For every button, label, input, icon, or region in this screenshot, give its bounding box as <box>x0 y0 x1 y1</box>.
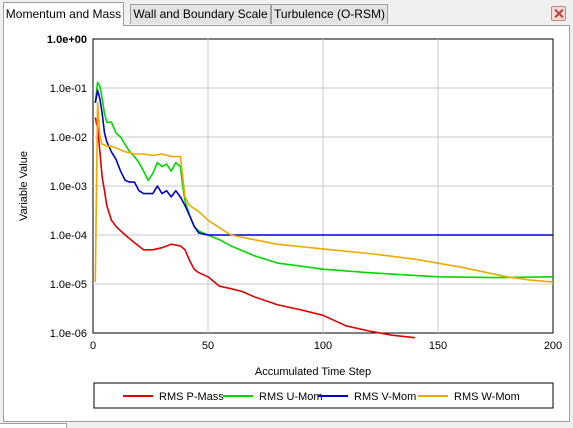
series-line-1 <box>94 81 554 279</box>
x-tick-label: 50 <box>202 340 214 352</box>
y-axis-label: Variable Value <box>18 151 30 221</box>
y-tick-label: 1.0e-01 <box>50 83 87 95</box>
legend-entry: RMS U-Mom <box>259 391 323 403</box>
tab-momentum-and-mass[interactable]: Momentum and Mass <box>3 2 124 26</box>
legend-entry: RMS P-Mass <box>159 391 224 403</box>
x-axis-label: Accumulated Time Step <box>255 366 371 378</box>
series-line-2 <box>94 89 553 236</box>
x-tick-label: 150 <box>429 340 447 352</box>
status-strip <box>0 423 67 428</box>
tick-labels: 0 50 100 150 200 1.0e-06 1.0e-05 1.0e-04 1.0e-03… <box>47 34 562 352</box>
y-tick-label: 1.0e-03 <box>50 181 87 193</box>
y-tick-label: 1.0e-05 <box>50 279 87 291</box>
x-tick-label: 200 <box>544 340 562 352</box>
x-tick-label: 100 <box>314 340 332 352</box>
tab-bar: Momentum and Mass Wall and Boundary Scal… <box>0 0 573 26</box>
chart-panel: 0 50 100 150 200 1.0e-06 1.0e-05 1.0e-04 1.0e-03… <box>3 25 570 422</box>
x-tick-label: 0 <box>90 340 96 352</box>
legend: RMS P-Mass RMS U-Mom RMS V-Mom RMS W-Mom <box>123 391 520 403</box>
legend-entry: RMS V-Mom <box>354 391 416 403</box>
y-tick-label: 1.0e+00 <box>47 34 87 46</box>
series-lines <box>94 81 554 339</box>
y-tick-label: 1.0e-02 <box>50 132 87 144</box>
close-icon[interactable] <box>551 6 566 21</box>
series-line-0 <box>94 117 416 339</box>
tab-wall-and-boundary-scale[interactable]: Wall and Boundary Scale <box>130 4 271 24</box>
residual-chart: 0 50 100 150 200 1.0e-06 1.0e-05 1.0e-04 1.0e-03… <box>18 34 562 409</box>
legend-entry: RMS W-Mom <box>454 391 520 403</box>
tab-turbulence-o-rsm[interactable]: Turbulence (O-RSM) <box>271 4 388 24</box>
y-tick-label: 1.0e-06 <box>50 328 87 340</box>
series-line-3 <box>94 102 554 283</box>
y-tick-label: 1.0e-04 <box>50 230 87 242</box>
